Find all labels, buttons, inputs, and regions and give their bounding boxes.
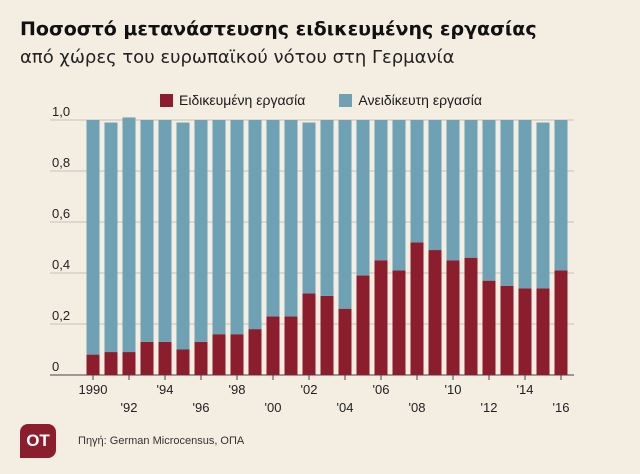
bar-unskilled: [104, 122, 118, 353]
x-tick-label: 1990: [79, 382, 108, 397]
bar-skilled: [338, 308, 352, 375]
chart-title: Ποσοστό μετανάστευσης ειδικευμένης εργασ…: [20, 18, 537, 40]
bar-unskilled: [536, 122, 550, 289]
legend: Ειδικευμένη εργασία Ανειδίκευτη εργασία: [160, 92, 482, 108]
y-tick-label: 1,0: [52, 104, 70, 119]
bar-skilled: [374, 260, 388, 375]
bar-unskilled: [410, 120, 424, 243]
bar-skilled: [158, 341, 172, 375]
bar-unskilled: [122, 117, 136, 353]
bar-unskilled: [248, 120, 262, 330]
bar-skilled: [248, 329, 262, 375]
bar-skilled: [500, 285, 514, 375]
bar-unskilled: [302, 122, 316, 294]
chart-subtitle: από χώρες του ευρωπαϊκού νότου στη Γερμα…: [20, 47, 455, 68]
bar-skilled: [536, 288, 550, 375]
bar-skilled: [446, 260, 460, 375]
bar-skilled: [464, 257, 478, 375]
x-tick-label: '92: [121, 400, 138, 415]
bar-skilled: [176, 349, 190, 375]
bar-unskilled: [212, 120, 226, 335]
bar-unskilled: [194, 120, 208, 342]
bar-unskilled: [464, 120, 478, 258]
y-tick-label: 0,4: [52, 257, 70, 272]
bar-unskilled: [518, 120, 532, 289]
bar-unskilled: [320, 120, 334, 296]
y-tick-label: 0: [52, 359, 59, 374]
bar-skilled: [392, 270, 406, 375]
bar-unskilled: [500, 120, 514, 286]
bar-unskilled: [230, 120, 244, 335]
x-tick-label: '96: [193, 400, 210, 415]
bar-skilled: [302, 293, 316, 375]
bar-unskilled: [482, 120, 496, 281]
bar-skilled: [410, 242, 424, 375]
x-tick-label: '08: [409, 400, 426, 415]
bar-unskilled: [176, 122, 190, 350]
x-tick-label: '06: [373, 382, 390, 397]
bar-unskilled: [356, 120, 370, 276]
legend-label-skilled: Ειδικευμένη εργασία: [179, 92, 306, 108]
bar-skilled: [194, 341, 208, 375]
x-tick-label: '04: [337, 400, 354, 415]
bar-skilled: [104, 352, 118, 375]
x-tick-label: '00: [265, 400, 282, 415]
x-tick-label: '14: [517, 382, 534, 397]
bar-unskilled: [374, 120, 388, 261]
bar-skilled: [284, 316, 298, 375]
bar-skilled: [122, 352, 136, 375]
bar-skilled: [428, 250, 442, 375]
x-tick-label: '98: [229, 382, 246, 397]
bar-skilled: [554, 270, 568, 375]
bar-unskilled: [338, 120, 352, 309]
legend-label-unskilled: Ανειδίκευτη εργασία: [358, 92, 482, 108]
bar-unskilled: [158, 120, 172, 342]
bar-unskilled: [266, 120, 280, 317]
bar-unskilled: [86, 120, 100, 355]
bar-skilled: [230, 334, 244, 375]
x-tick-label: '10: [445, 382, 462, 397]
ot-logo: OT: [20, 424, 56, 458]
bar-skilled: [356, 275, 370, 375]
bar-skilled: [518, 288, 532, 375]
bar-unskilled: [446, 120, 460, 261]
y-tick-label: 0,2: [52, 308, 70, 323]
x-tick-label: '12: [481, 400, 498, 415]
x-tick-label: '02: [301, 382, 318, 397]
legend-swatch-skilled: [160, 93, 173, 107]
bar-unskilled: [284, 120, 298, 317]
x-tick-label: '94: [157, 382, 174, 397]
bar-unskilled: [428, 120, 442, 251]
bar-skilled: [86, 354, 100, 375]
y-tick-label: 0,8: [52, 155, 70, 170]
footer: OT Πηγή: German Microcensus, ΟΠΑ: [20, 424, 244, 458]
bar-skilled: [266, 316, 280, 375]
source-note: Πηγή: German Microcensus, ΟΠΑ: [78, 435, 245, 447]
bar-unskilled: [554, 120, 568, 271]
bar-skilled: [140, 341, 154, 375]
y-tick-label: 0,6: [52, 206, 70, 221]
legend-swatch-unskilled: [339, 93, 353, 107]
bar-skilled: [320, 295, 334, 375]
bar-skilled: [212, 334, 226, 375]
bar-unskilled: [140, 120, 154, 342]
x-tick-label: '16: [553, 400, 570, 415]
bar-unskilled: [392, 120, 406, 271]
bar-skilled: [482, 280, 496, 375]
